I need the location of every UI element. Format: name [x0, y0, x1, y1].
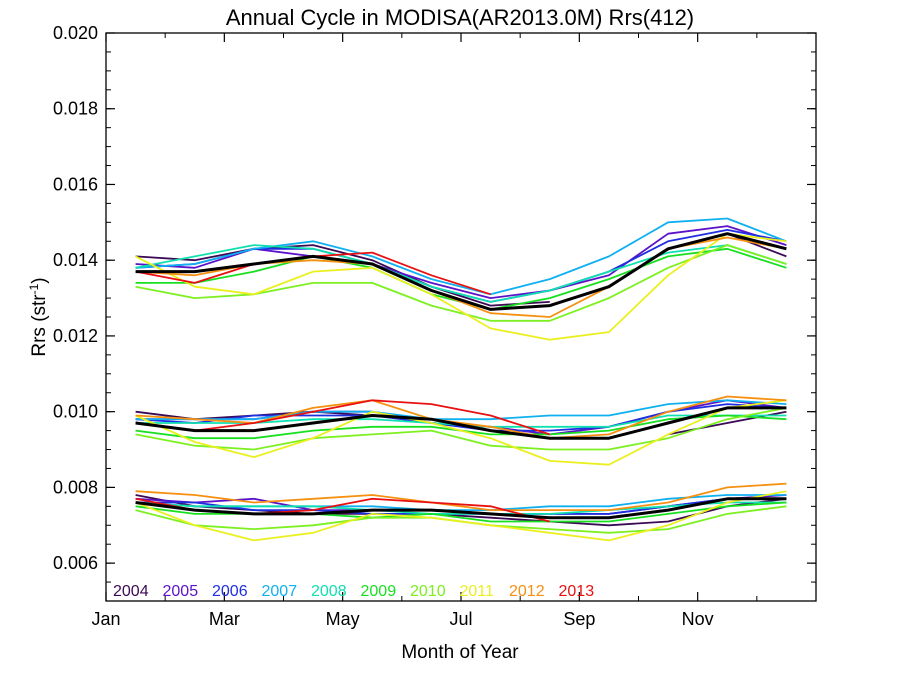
legend-entry-2007: 2007	[262, 583, 298, 600]
x-tick-label: Sep	[563, 609, 595, 629]
mean-mid-line	[135, 406, 787, 440]
chart-title: Annual Cycle in MODISA(AR2013.0M) Rrs(41…	[226, 5, 694, 30]
y-tick-label: 0.006	[53, 553, 98, 573]
legend-entry-2012: 2012	[509, 583, 545, 600]
series-2007-mid-line	[135, 399, 787, 421]
legend-entry-2008: 2008	[311, 583, 347, 600]
legend-entry-2006: 2006	[212, 583, 248, 600]
x-tick-label: Nov	[682, 609, 714, 629]
legend-entry-2010: 2010	[410, 583, 446, 600]
series-2010-high-line	[135, 244, 787, 322]
series-lines	[135, 217, 787, 542]
legend-entry-2013: 2013	[559, 583, 595, 600]
x-tick-label: Jan	[91, 609, 120, 629]
y-tick-label: 0.014	[53, 250, 98, 270]
y-tick-label: 0.010	[53, 402, 98, 422]
legend-entry-2004: 2004	[113, 583, 149, 600]
series-2011-mid-line	[135, 399, 787, 466]
y-tick-label: 0.020	[53, 23, 98, 43]
y-axis-label-main: Rrs (str	[29, 294, 50, 357]
x-tick-label: Mar	[209, 609, 240, 629]
x-axis: Jan Mar May Jul Sep Nov	[91, 33, 758, 629]
x-axis-label: Month of Year	[401, 642, 519, 663]
series-2010-mid-line	[135, 407, 787, 451]
y-axis: 0.006 0.008 0.010 0.012 0.014 0.016 0.018 0.020	[53, 23, 816, 602]
legend: 2004 2005 2006 2007 2008 2009 2010 2011 2012 2013	[113, 583, 594, 600]
mean-low-line	[135, 497, 787, 520]
series-2004-high-line	[135, 244, 550, 307]
series-2011-high-line	[135, 232, 787, 341]
x-tick-label: Jul	[449, 609, 472, 629]
y-axis-label-tail: )	[29, 277, 50, 283]
series-2012-low-line	[135, 482, 787, 512]
mean-high-line	[135, 232, 787, 311]
x-tick-label: May	[326, 609, 360, 629]
series-2007-high-line	[135, 217, 787, 296]
legend-entry-2011: 2011	[460, 583, 495, 600]
y-axis-label-superscript: -1	[27, 283, 41, 294]
series-2006-mid-line	[135, 403, 787, 432]
legend-entry-2009: 2009	[361, 583, 397, 600]
y-tick-label: 0.016	[53, 174, 98, 194]
series-2008-low-line	[135, 501, 787, 515]
y-axis-label: Rrs (str-1)	[27, 277, 50, 356]
y-tick-label: 0.018	[53, 99, 98, 119]
y-tick-label: 0.012	[53, 326, 98, 346]
legend-entry-2005: 2005	[163, 583, 199, 600]
series-2008-high-line	[135, 244, 787, 303]
y-tick-label: 0.008	[53, 477, 98, 497]
series-2011-low-line	[135, 490, 787, 542]
series-2012-mid-line	[135, 395, 787, 440]
